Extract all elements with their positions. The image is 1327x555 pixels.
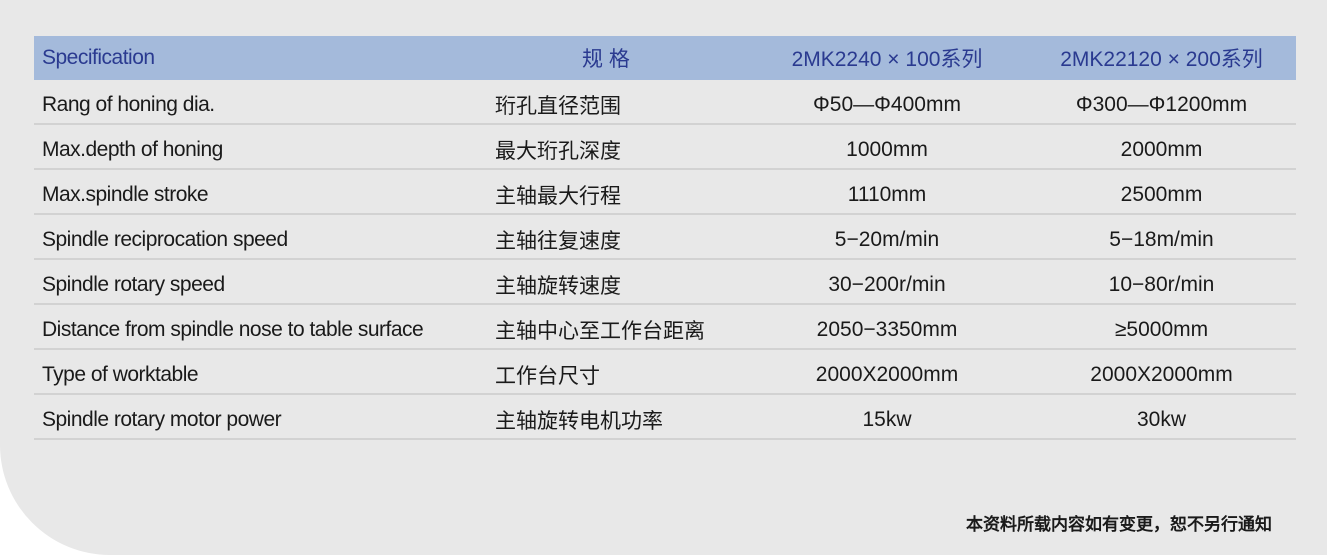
header-model-1: 2MK2240 × 100系列 xyxy=(791,48,983,71)
value-model-1: 2000X2000mm xyxy=(815,362,959,386)
table-row: Rang of honing dia. 珩孔直径范围 Φ50—Φ400mm Φ300—… xyxy=(34,80,1296,125)
value-model-1: 2050−3350mm xyxy=(816,317,958,341)
spec-name: Max.spindle stroke xyxy=(42,182,209,206)
table-row: Spindle rotary speed 主轴旋转速度 30−200r/min 10−… xyxy=(34,260,1296,305)
spec-name: Spindle reciprocation speed xyxy=(42,227,288,251)
value-model-1: Φ50—Φ400mm xyxy=(813,92,961,116)
value-model-1: 5−20m/min xyxy=(834,227,940,251)
table-row: Spindle reciprocation speed 主轴往复速度 5−20m/m… xyxy=(34,215,1296,260)
value-model-2: 2000mm xyxy=(1120,137,1203,161)
header-model-2: 2MK22120 × 200系列 xyxy=(1060,48,1263,71)
spec-name: Max.depth of honing xyxy=(42,137,223,161)
value-model-2: 10−80r/min xyxy=(1108,272,1215,296)
spec-name: Spindle rotary speed xyxy=(42,272,225,296)
spec-table: Specification 规 格 2MK2240 × 100系列 2MK221… xyxy=(34,36,1296,440)
value-model-1: 1110mm xyxy=(847,182,927,206)
value-model-2: 2500mm xyxy=(1120,182,1203,206)
value-model-2: 30kw xyxy=(1136,407,1187,431)
spec-name-cn: 工作台尺寸 xyxy=(495,364,600,388)
spec-name-cn: 珩孔直径范围 xyxy=(495,94,621,118)
spec-name-cn: 主轴往复速度 xyxy=(495,229,621,253)
table-row: Type of worktable 工作台尺寸 2000X2000mm 2000X20… xyxy=(34,350,1296,395)
value-model-1: 30−200r/min xyxy=(828,272,946,296)
value-model-1: 15kw xyxy=(862,407,912,431)
spec-name-cn: 主轴最大行程 xyxy=(495,184,621,208)
spec-name: Spindle rotary motor power xyxy=(42,407,282,431)
table-row: Max.spindle stroke 主轴最大行程 1110mm 2500mm xyxy=(34,170,1296,215)
spec-name-cn: 主轴旋转速度 xyxy=(495,274,621,298)
spec-name-cn: 主轴旋转电机功率 xyxy=(495,409,663,433)
spec-name-cn: 主轴中心至工作台距离 xyxy=(495,319,705,343)
disclaimer-note: 本资料所载内容如有变更，恕不另行通知 xyxy=(966,515,1272,534)
header-specification: Specification xyxy=(42,46,155,69)
value-model-1: 1000mm xyxy=(846,137,928,161)
table-header: Specification 规 格 2MK2240 × 100系列 2MK221… xyxy=(34,36,1296,80)
header-spec-cn: 规 格 xyxy=(582,48,630,71)
spec-name: Rang of honing dia. xyxy=(42,92,215,116)
table-row: Spindle rotary motor power 主轴旋转电机功率 15kw 30… xyxy=(34,395,1296,440)
spec-name: Type of worktable xyxy=(42,362,199,386)
value-model-2: 5−18m/min xyxy=(1109,227,1214,251)
value-model-2: 2000X2000mm xyxy=(1090,362,1233,386)
table-row: Max.depth of honing 最大珩孔深度 1000mm 2000mm xyxy=(34,125,1296,170)
spec-name-cn: 最大珩孔深度 xyxy=(495,139,621,163)
value-model-2: Φ300—Φ1200mm xyxy=(1075,92,1248,116)
value-model-2: ≥5000mm xyxy=(1114,317,1209,341)
spec-name: Distance from spindle nose to table surf… xyxy=(42,317,424,341)
table-row: Distance from spindle nose to table surf… xyxy=(34,305,1296,350)
